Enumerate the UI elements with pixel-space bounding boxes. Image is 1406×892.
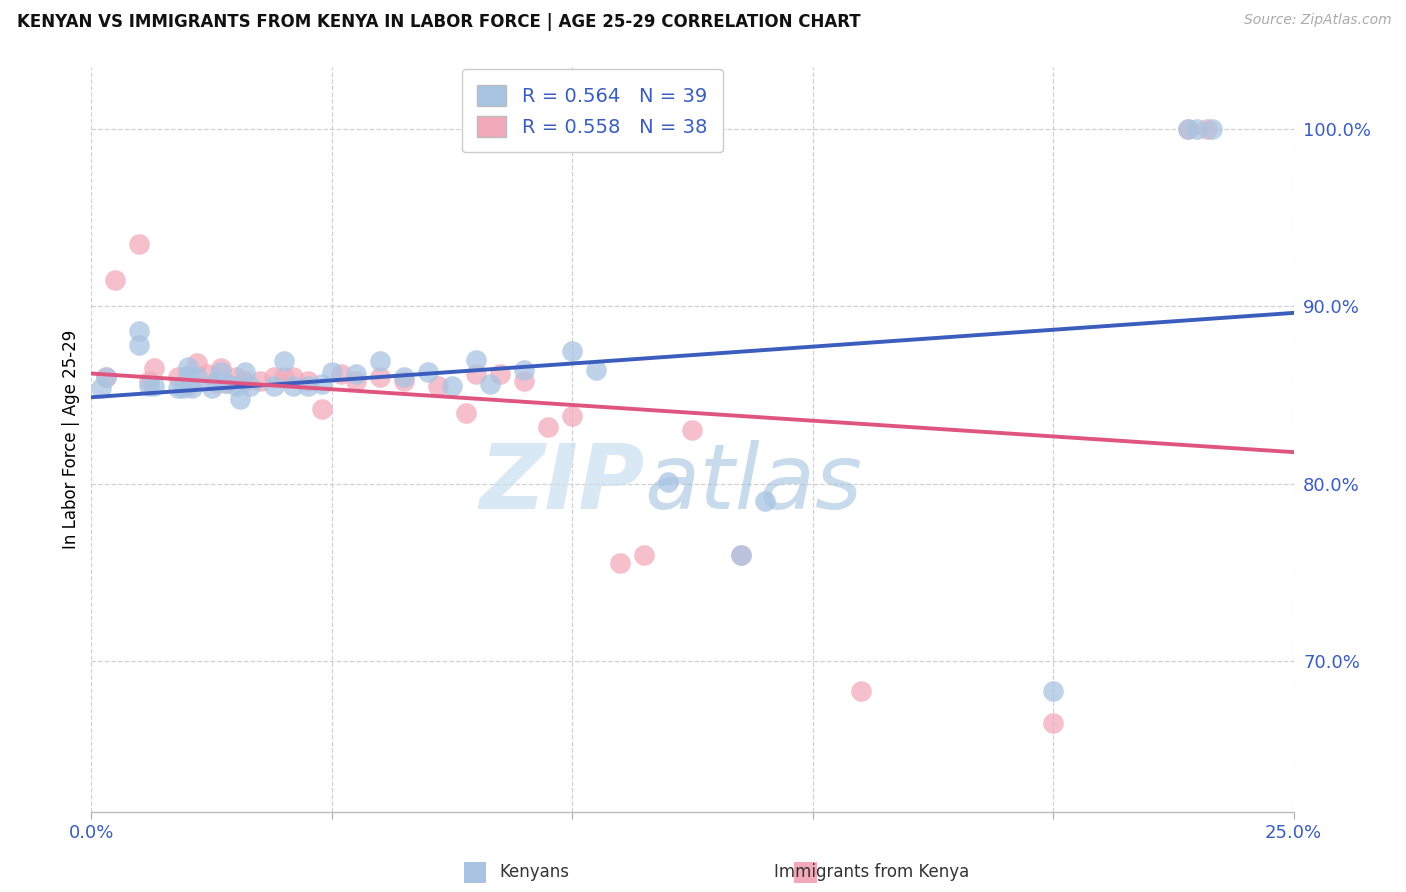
Point <box>344 367 367 381</box>
Point <box>283 379 305 393</box>
Point <box>138 374 160 388</box>
Point <box>229 392 252 406</box>
Text: Source: ZipAtlas.com: Source: ZipAtlas.com <box>1244 13 1392 28</box>
Text: Immigrants from Kenya: Immigrants from Kenya <box>775 863 969 881</box>
Point <box>181 381 204 395</box>
Point <box>368 354 391 368</box>
Point <box>201 381 224 395</box>
Point <box>311 402 333 417</box>
Point <box>297 379 319 393</box>
Text: atlas: atlas <box>644 440 862 528</box>
Point <box>233 365 256 379</box>
Point <box>1201 122 1223 136</box>
Point <box>90 381 112 395</box>
Point <box>465 367 488 381</box>
Legend: R = 0.564   N = 39, R = 0.558   N = 38: R = 0.564 N = 39, R = 0.558 N = 38 <box>461 70 723 153</box>
Point <box>1177 122 1199 136</box>
Point <box>142 361 165 376</box>
Point <box>754 494 776 508</box>
Point <box>94 370 117 384</box>
Point <box>416 365 439 379</box>
Point <box>311 377 333 392</box>
Point <box>479 377 502 392</box>
Point <box>297 374 319 388</box>
Point <box>176 379 198 393</box>
Point <box>273 354 295 368</box>
Text: ZIP: ZIP <box>479 440 644 528</box>
Point <box>730 548 752 562</box>
Point <box>273 370 295 384</box>
Point <box>138 379 160 393</box>
Point <box>465 352 488 367</box>
Point <box>440 379 463 393</box>
Point <box>849 684 872 698</box>
Point <box>142 379 165 393</box>
Point <box>537 420 560 434</box>
Point <box>681 424 703 438</box>
Point <box>167 381 190 395</box>
Point <box>489 367 512 381</box>
Point <box>426 379 449 393</box>
Y-axis label: In Labor Force | Age 25-29: In Labor Force | Age 25-29 <box>62 330 80 549</box>
Point <box>225 370 247 384</box>
Point <box>1177 122 1199 136</box>
Point <box>633 548 655 562</box>
Point <box>1187 122 1209 136</box>
Point <box>1042 716 1064 731</box>
Point <box>321 365 343 379</box>
Point <box>392 370 415 384</box>
Point <box>1195 122 1218 136</box>
Point <box>225 379 247 393</box>
Point <box>128 324 150 338</box>
Point <box>730 548 752 562</box>
Point <box>249 374 271 388</box>
Point <box>176 368 198 383</box>
Point <box>167 370 190 384</box>
Point <box>205 376 228 390</box>
Point <box>585 363 607 377</box>
Point <box>561 343 583 358</box>
Point <box>209 365 232 379</box>
Point <box>392 374 415 388</box>
Point <box>104 273 127 287</box>
Point <box>215 376 238 390</box>
Point <box>344 374 367 388</box>
Point <box>176 359 198 374</box>
Text: Kenyans: Kenyans <box>499 863 569 881</box>
Point <box>128 338 150 352</box>
Point <box>368 370 391 384</box>
Point <box>209 361 232 376</box>
Point <box>283 370 305 384</box>
Point <box>609 557 631 571</box>
Point <box>186 370 208 384</box>
Point <box>657 475 679 489</box>
Point <box>172 381 194 395</box>
Point <box>513 374 536 388</box>
Point <box>94 370 117 384</box>
Text: KENYAN VS IMMIGRANTS FROM KENYA IN LABOR FORCE | AGE 25-29 CORRELATION CHART: KENYAN VS IMMIGRANTS FROM KENYA IN LABOR… <box>17 13 860 31</box>
Point <box>263 379 285 393</box>
Point <box>205 374 228 388</box>
Point <box>330 367 353 381</box>
Point <box>239 379 262 393</box>
Point <box>186 356 208 370</box>
Point <box>263 370 285 384</box>
Point <box>513 363 536 377</box>
Point <box>215 376 238 390</box>
Point <box>456 406 478 420</box>
Point <box>128 237 150 252</box>
Point <box>195 367 218 381</box>
Point <box>1042 684 1064 698</box>
Point <box>233 374 256 388</box>
Point <box>561 409 583 424</box>
